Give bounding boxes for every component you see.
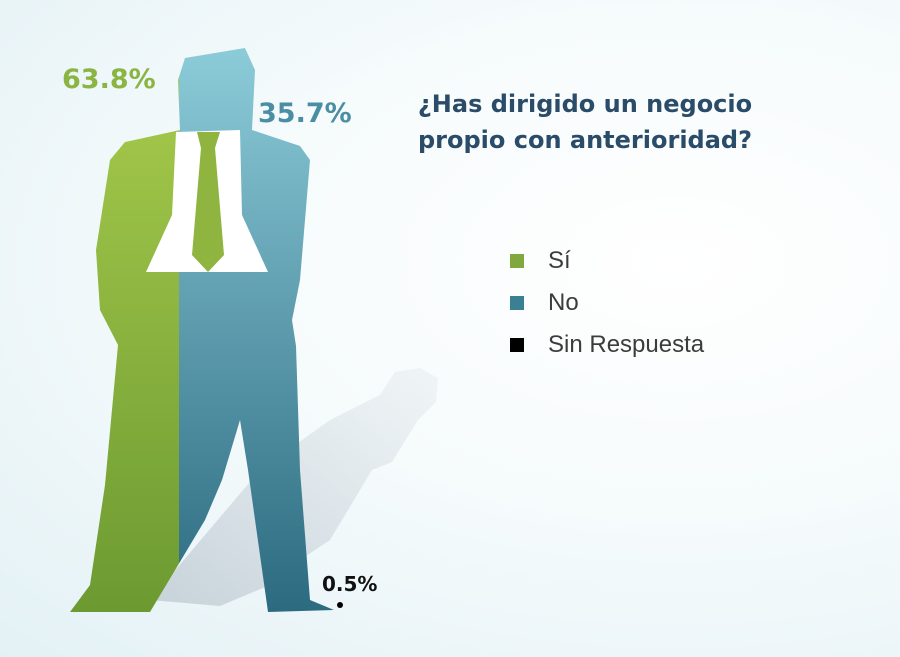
legend-item-sin-respuesta: Sin Respuesta: [510, 324, 704, 366]
si-percentage-label: 63.8%: [62, 64, 156, 95]
legend-swatch-si: [510, 254, 524, 268]
tie: [192, 132, 224, 272]
chart-title: ¿Has dirigido un negocio propio con ante…: [400, 86, 770, 158]
legend-item-si: Sí: [510, 240, 704, 282]
legend-label-si: Sí: [548, 247, 571, 274]
no-percentage-label: 35.7%: [258, 98, 352, 129]
sin-respuesta-percentage-label: 0.5%: [322, 572, 378, 596]
legend-swatch-sin-respuesta: [510, 338, 524, 352]
legend-item-no: No: [510, 282, 704, 324]
sin-respuesta-segment: [337, 602, 343, 608]
legend: Sí No Sin Respuesta: [510, 240, 704, 366]
legend-label-no: No: [548, 289, 579, 316]
silhouette-si-segment: [70, 76, 179, 612]
legend-label-sin-respuesta: Sin Respuesta: [548, 331, 705, 358]
legend-swatch-no: [510, 296, 524, 310]
chart-title-line-2: propio con anterioridad?: [417, 126, 753, 154]
chart-title-line-1: ¿Has dirigido un negocio: [417, 90, 753, 118]
